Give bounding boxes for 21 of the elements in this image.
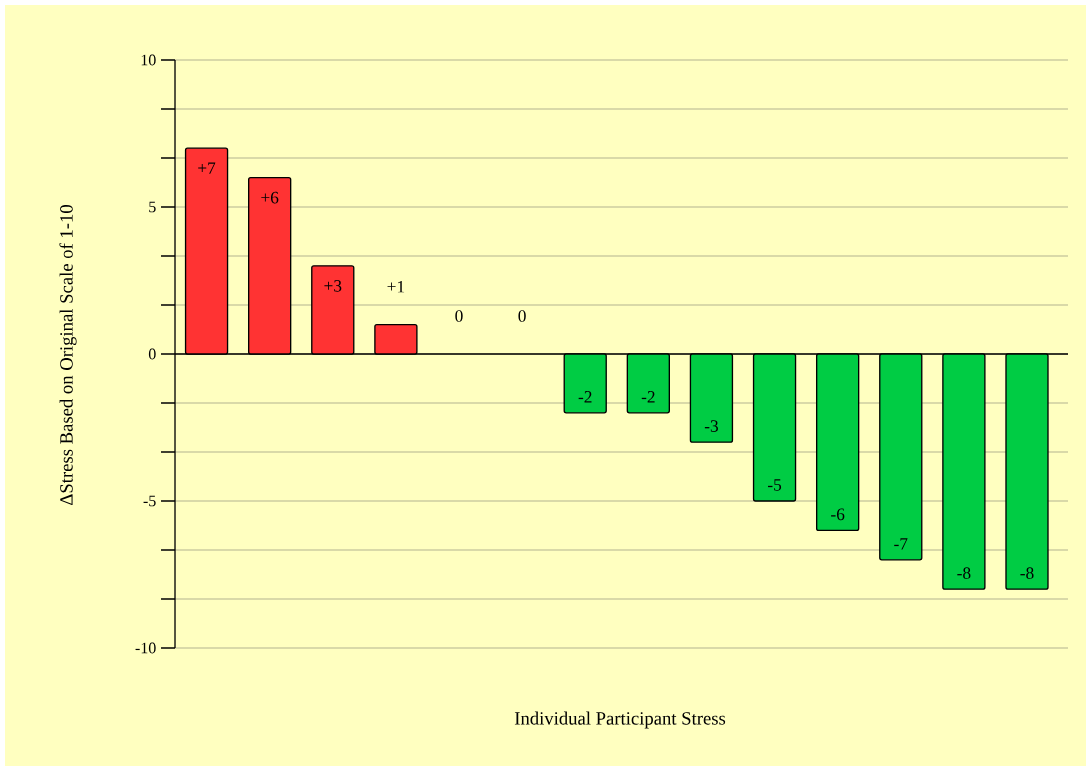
data-label: -7 xyxy=(894,538,908,550)
data-label: 0 xyxy=(518,310,526,322)
data-label: -3 xyxy=(704,420,718,432)
y-tick-label: -5 xyxy=(143,495,156,507)
data-label: -8 xyxy=(1020,567,1034,579)
data-label: -2 xyxy=(641,391,655,403)
data-label: -6 xyxy=(831,508,845,521)
data-label: -8 xyxy=(957,567,971,579)
data-label: -5 xyxy=(767,479,782,491)
y-axis-title: ΔStress Based on Original Scale of 1-10 xyxy=(59,205,77,505)
y-tick-label: 10 xyxy=(141,54,156,66)
x-axis-title: Individual Participant Stress xyxy=(514,711,726,729)
y-tick-label: 5 xyxy=(149,201,156,213)
data-label: +3 xyxy=(324,280,342,292)
y-tick-label: -10 xyxy=(135,642,156,654)
data-label: +7 xyxy=(198,162,216,174)
data-label: -2 xyxy=(578,391,592,403)
y-tick-label: 0 xyxy=(148,348,156,360)
data-label: +6 xyxy=(261,191,279,204)
data-label: +1 xyxy=(387,280,405,293)
data-label: 0 xyxy=(455,310,463,322)
